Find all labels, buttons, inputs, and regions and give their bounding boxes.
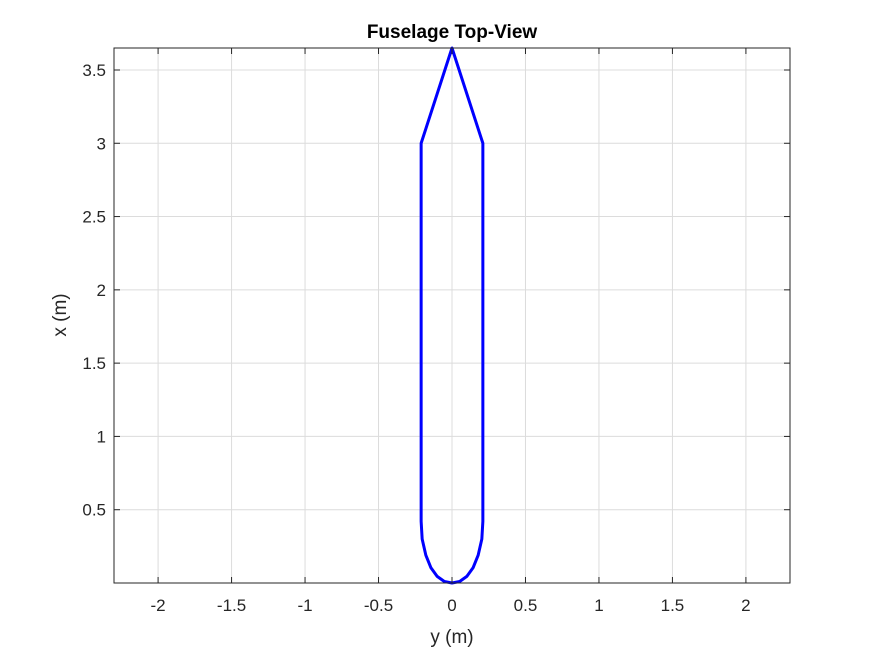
- ticks: -2 -1.5 -1 -0.5 0 0.5 1 1.5 2 0.5 1 1.5 2 2.5 3 3.5: [82, 48, 790, 615]
- y-tick-label: 2.5: [82, 208, 106, 227]
- x-tick-label: -0.5: [364, 596, 393, 615]
- x-tick-label: 0.5: [514, 596, 538, 615]
- y-tick-label: 1: [97, 427, 106, 446]
- x-tick-label: -1.5: [217, 596, 246, 615]
- x-tick-label: -1: [297, 596, 312, 615]
- y-tick-label: 3: [97, 134, 106, 153]
- x-tick-label: 2: [741, 596, 750, 615]
- y-tick-label: 1.5: [82, 354, 106, 373]
- x-tick-label: 1.5: [661, 596, 685, 615]
- x-tick-label: 0: [447, 596, 456, 615]
- y-axis-label: x (m): [50, 293, 71, 336]
- y-tick-label: 3.5: [82, 61, 106, 80]
- y-tick-label: 2: [97, 281, 106, 300]
- x-tick-label: -2: [151, 596, 166, 615]
- x-tick-label: 1: [594, 596, 603, 615]
- chart-title: Fuselage Top-View: [367, 22, 538, 43]
- grid: [114, 48, 790, 583]
- y-tick-label: 0.5: [82, 501, 106, 520]
- x-axis-label: y (m): [430, 627, 473, 648]
